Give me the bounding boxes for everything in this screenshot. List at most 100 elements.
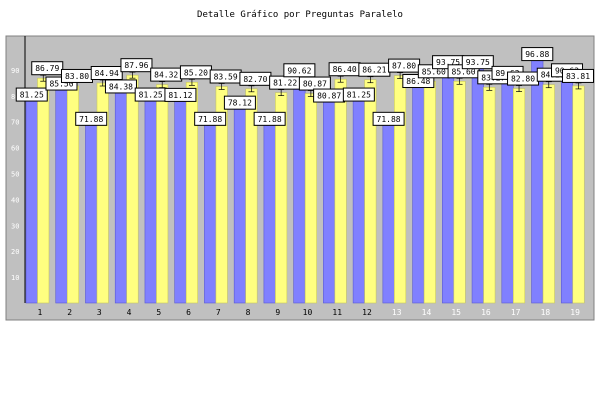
data-label-series1-box bbox=[223, 95, 256, 110]
bar-series1 bbox=[352, 92, 365, 304]
data-label-series2: 84.32 bbox=[154, 71, 178, 80]
x-tick-label: 18 bbox=[541, 308, 551, 317]
data-label-series1-box bbox=[461, 55, 494, 70]
x-tick-label: 7 bbox=[216, 308, 221, 317]
data-label-series1-box bbox=[164, 87, 197, 102]
bar-series2 bbox=[542, 84, 555, 304]
bar-series2 bbox=[512, 88, 526, 304]
data-label-series2-box bbox=[31, 61, 64, 76]
data-label-series1: 90.62 bbox=[287, 66, 311, 75]
x-tick-label: 14 bbox=[422, 308, 432, 317]
y-tick-label: 60 bbox=[11, 145, 19, 153]
data-label-series1: 78.12 bbox=[228, 99, 252, 108]
data-label-series2: 85.60 bbox=[422, 67, 446, 76]
data-label-series2: 84.94 bbox=[95, 69, 119, 78]
data-label-series2: 85.60 bbox=[452, 67, 476, 76]
data-label-series2: 80.87 bbox=[303, 80, 327, 89]
data-label-series1: 81.25 bbox=[20, 91, 44, 100]
data-label-series2: 86.79 bbox=[35, 64, 59, 73]
data-label-series1: 86.48 bbox=[406, 77, 430, 86]
x-tick-label: 17 bbox=[511, 308, 521, 317]
bar-series1 bbox=[85, 116, 98, 304]
y-tick-label: 80 bbox=[11, 93, 19, 101]
x-tick-label: 5 bbox=[156, 308, 161, 317]
bar-series1 bbox=[263, 116, 276, 304]
data-label-series2: 86.40 bbox=[333, 65, 357, 74]
bar-series2 bbox=[453, 80, 466, 304]
bar-series1 bbox=[174, 92, 187, 304]
bar-series1 bbox=[233, 100, 246, 304]
data-label-series1-box bbox=[15, 87, 48, 102]
y-tick-label: 40 bbox=[11, 196, 19, 204]
x-tick-label: 15 bbox=[451, 308, 461, 317]
data-label-series2-box bbox=[120, 58, 153, 73]
x-tick-label: 11 bbox=[332, 308, 342, 317]
data-label-series1: 96.88 bbox=[525, 50, 549, 59]
bar-series1 bbox=[560, 67, 574, 304]
bar-series1 bbox=[382, 116, 395, 304]
bar-series1 bbox=[114, 84, 128, 304]
bar-series1 bbox=[501, 70, 514, 304]
bar-series2 bbox=[37, 77, 50, 304]
x-tick-label: 12 bbox=[362, 308, 372, 317]
bar-series1 bbox=[204, 116, 217, 304]
data-label-series1-box bbox=[104, 79, 137, 94]
bar-series1 bbox=[471, 59, 484, 304]
bar-series2 bbox=[126, 74, 139, 304]
bar-series1 bbox=[55, 81, 68, 304]
bar-series2 bbox=[394, 75, 407, 304]
x-tick-label: 9 bbox=[275, 308, 280, 317]
bar-series2 bbox=[423, 80, 436, 304]
data-label-series2-box bbox=[562, 68, 594, 83]
data-label-series1-box bbox=[521, 47, 554, 62]
x-tick-label: 16 bbox=[481, 308, 491, 317]
bar-series2 bbox=[483, 87, 496, 304]
data-label-series1: 81.12 bbox=[168, 91, 192, 100]
data-label-series2: 83.81 bbox=[566, 72, 590, 81]
data-label-series2: 81.22 bbox=[273, 79, 297, 88]
data-label-series2: 87.96 bbox=[124, 61, 148, 70]
x-tick-label: 2 bbox=[67, 308, 72, 317]
data-label-series1: 84.38 bbox=[109, 82, 133, 91]
data-label-series1: 71.88 bbox=[79, 115, 103, 124]
y-tick-label: 30 bbox=[11, 222, 19, 230]
data-label-series1: 80.87 bbox=[317, 92, 341, 101]
x-tick-label: 1 bbox=[37, 308, 42, 317]
y-tick-label: 50 bbox=[11, 171, 19, 179]
bar-series2 bbox=[304, 93, 317, 304]
data-label-series2: 83.59 bbox=[214, 73, 238, 82]
bar-series1 bbox=[531, 51, 544, 304]
data-label-series2: 82.80 bbox=[511, 75, 535, 84]
data-label-series1: 81.25 bbox=[139, 91, 163, 100]
x-tick-label: 3 bbox=[97, 308, 102, 317]
y-tick-label: 20 bbox=[11, 248, 19, 256]
bar-series1 bbox=[442, 59, 455, 304]
bar-series2 bbox=[156, 84, 169, 304]
x-tick-label: 6 bbox=[186, 308, 191, 317]
x-tick-label: 4 bbox=[127, 308, 132, 317]
data-label-series1: 71.88 bbox=[258, 115, 282, 124]
data-label-series2: 86.21 bbox=[362, 66, 386, 75]
data-label-series1: 93.75 bbox=[466, 58, 490, 67]
y-tick-label: 10 bbox=[11, 274, 19, 282]
data-label-series1-box bbox=[194, 111, 227, 126]
x-tick-label: 13 bbox=[392, 308, 402, 317]
y-tick-label: 70 bbox=[11, 119, 19, 127]
data-label-series1: 93.75 bbox=[436, 58, 460, 67]
data-label-series1-box bbox=[342, 87, 375, 102]
data-label-series1: 85.50 bbox=[49, 80, 73, 89]
data-label-series2: 85.20 bbox=[184, 68, 208, 77]
data-label-series1-box bbox=[372, 111, 405, 126]
data-label-series2: 87.80 bbox=[392, 62, 416, 71]
data-label-series1-box bbox=[75, 111, 108, 126]
data-label-series1: 71.88 bbox=[198, 115, 222, 124]
data-label-series2: 82.70 bbox=[243, 75, 267, 84]
data-label-series2: 83.80 bbox=[65, 72, 89, 81]
bar-series1 bbox=[412, 78, 425, 304]
x-tick-label: 8 bbox=[246, 308, 251, 317]
bar-series1 bbox=[144, 92, 157, 304]
data-label-series1: 81.25 bbox=[347, 91, 371, 100]
chart-title: Detalle Gráfico por Preguntas Paralelo bbox=[197, 10, 403, 20]
bar-series2 bbox=[572, 85, 585, 304]
